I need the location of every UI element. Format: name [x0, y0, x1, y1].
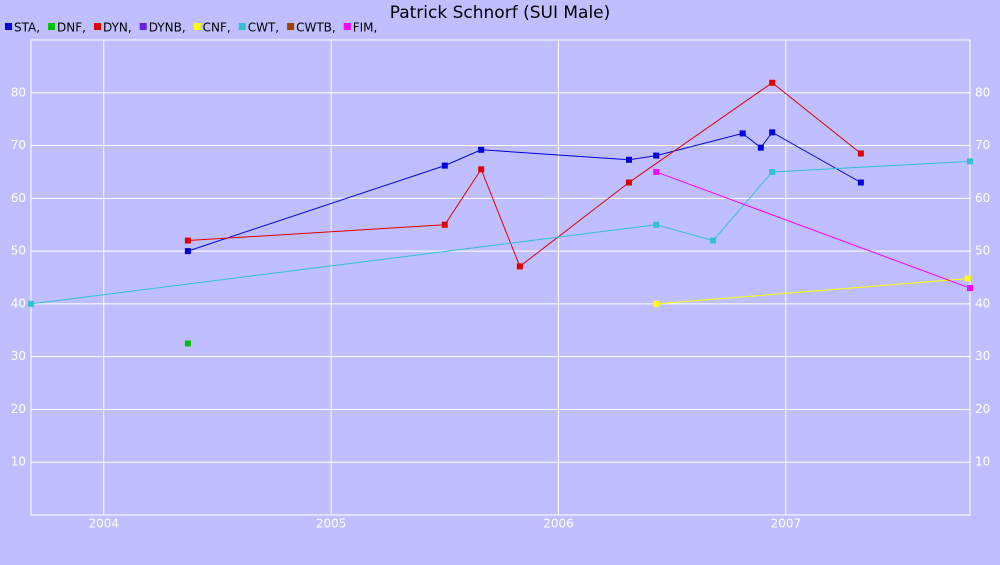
- series-line: [656, 171, 971, 289]
- data-point: [625, 156, 632, 163]
- y2-tick-label: 40: [975, 296, 990, 310]
- legend-swatch: [5, 23, 12, 30]
- y2-tick-label: 70: [975, 138, 990, 152]
- y2-tick-label: 20: [975, 402, 990, 416]
- data-point: [625, 179, 632, 186]
- data-point: [757, 144, 764, 151]
- data-point: [769, 79, 776, 86]
- chart-title: Patrick Schnorf (SUI Male): [390, 3, 611, 23]
- legend-label: CWTB,: [296, 21, 336, 35]
- data-point: [769, 168, 776, 175]
- data-point: [478, 166, 485, 173]
- data-point: [653, 168, 660, 175]
- data-point: [184, 248, 191, 255]
- x-tick-label: 2007: [771, 517, 802, 531]
- marks: [28, 79, 973, 347]
- y2-tick-label: 30: [975, 349, 990, 363]
- y2-tick-label: 10: [975, 455, 990, 469]
- series-line: [656, 278, 968, 305]
- y-tick-label: 20: [11, 402, 26, 416]
- data-point: [441, 162, 448, 169]
- data-point: [857, 179, 864, 186]
- legend-swatch: [343, 23, 351, 30]
- legend-label: DYN,: [103, 21, 132, 35]
- y2-tick-label: 50: [975, 244, 990, 258]
- legend-label: FIM,: [353, 21, 378, 35]
- y-tick-label: 60: [11, 191, 26, 205]
- legend-swatch: [139, 23, 147, 30]
- data-point: [653, 300, 660, 307]
- legend-swatch: [48, 23, 56, 30]
- legend-label: CNF,: [203, 21, 231, 35]
- x-tick-label: 2005: [316, 517, 347, 531]
- legend-swatch: [287, 23, 295, 30]
- data-point: [769, 129, 776, 136]
- legend: STA, DNF, DYN, DYNB, CNF, CWT, CWTB, FIM,: [5, 21, 377, 35]
- data-point: [653, 152, 660, 159]
- data-point: [710, 237, 717, 244]
- y-tick-label: 40: [11, 296, 26, 310]
- data-point: [967, 285, 973, 292]
- x-tick-label: 2006: [543, 517, 574, 531]
- legend-label: CWT,: [248, 21, 279, 35]
- data-point: [28, 300, 34, 307]
- data-point: [964, 275, 971, 282]
- y2-tick-label: 80: [975, 85, 990, 99]
- y-tick-label: 30: [11, 349, 26, 363]
- data-point: [516, 263, 523, 270]
- data-point: [653, 221, 660, 228]
- legend-label: DNF,: [57, 21, 86, 35]
- y2-tick-label: 60: [975, 191, 990, 205]
- plot-area: [30, 39, 971, 516]
- data-point: [739, 130, 746, 137]
- legend-swatch: [193, 23, 201, 30]
- y-tick-label: 10: [11, 455, 26, 469]
- legend-label: DYNB,: [149, 21, 186, 35]
- legend-swatch: [93, 23, 101, 30]
- data-point: [184, 237, 191, 244]
- data-point: [184, 340, 191, 347]
- y-tick-label: 50: [11, 244, 26, 258]
- data-point: [857, 150, 864, 157]
- data-point: [967, 158, 973, 165]
- legend-swatch: [238, 23, 246, 30]
- data-point: [441, 221, 448, 228]
- data-point: [478, 146, 485, 153]
- x-tick-label: 2004: [88, 517, 119, 531]
- y-tick-label: 70: [11, 138, 26, 152]
- legend-label: STA,: [14, 21, 40, 35]
- y-tick-label: 80: [11, 85, 26, 99]
